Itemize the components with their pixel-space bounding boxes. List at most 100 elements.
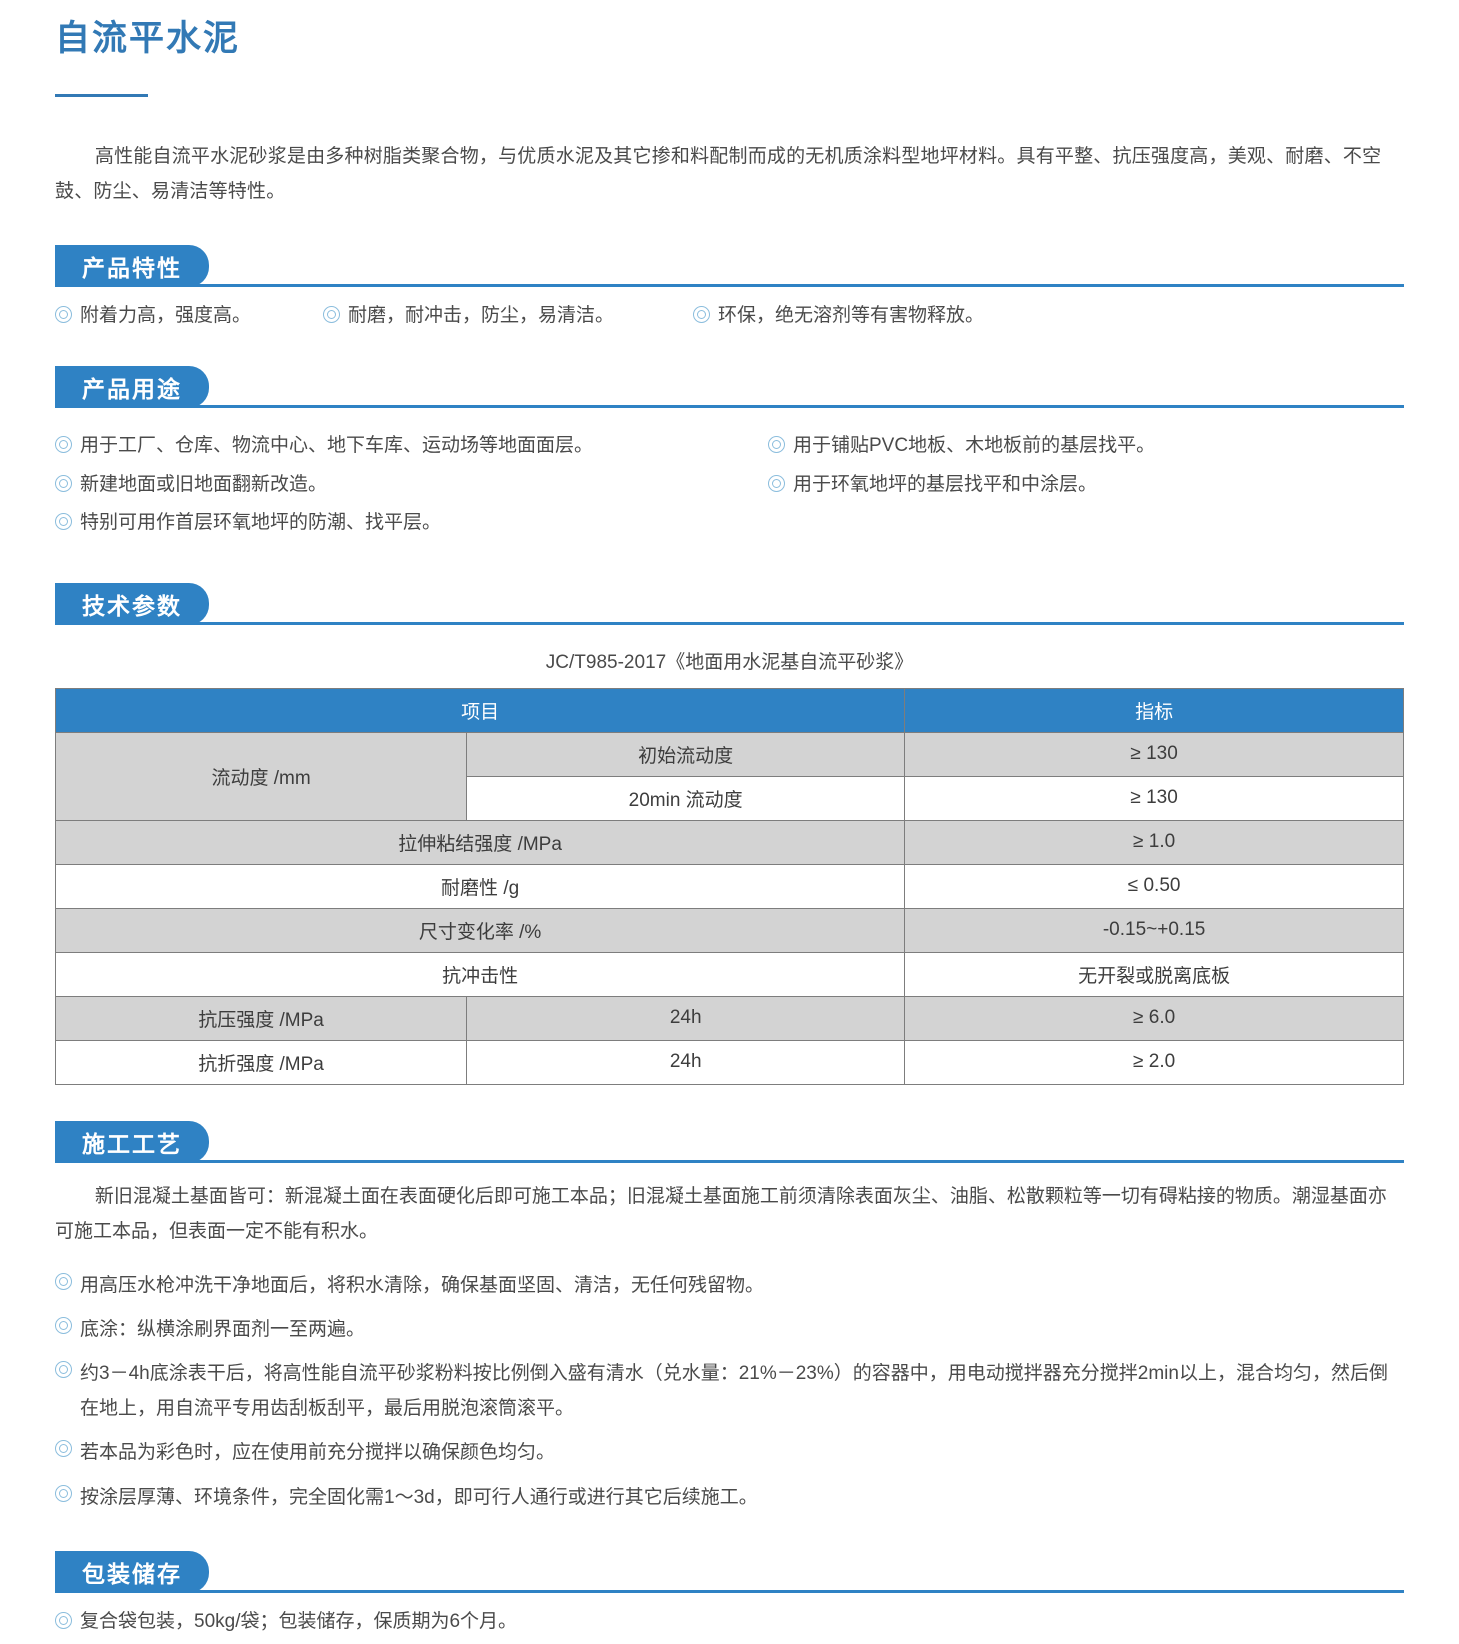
table-cell-value: ≥ 1.0 — [904, 819, 1404, 865]
process-steps-list: 用高压水枪冲洗干净地面后，将积水清除，确保基面坚固、清洁，无任何残留物。 底涂：… — [55, 1268, 1404, 1515]
table-cell-item: 尺寸变化率 /% — [54, 907, 906, 953]
double-circle-bullet-icon — [55, 1316, 72, 1334]
use-text: 用于工厂、仓库、物流中心、地下车库、运动场等地面面层。 — [80, 435, 594, 457]
spec-table: 项目 指标 流动度 /mm 初始流动度 ≥ 130 20min 流动度 ≥ 13… — [54, 687, 1404, 1085]
list-item: 新建地面或旧地面翻新改造。 — [55, 470, 755, 499]
process-step-text: 约3－4h底涂表干后，将高性能自流平砂浆粉料按比例倒入盛有清水（兑水量：21%－… — [80, 1363, 1388, 1420]
use-text: 特别可用作首层环氧地坪的防潮、找平层。 — [80, 512, 442, 534]
list-item: 按涂层厚薄、环境条件，完全固化需1～3d，即可行人通行或进行其它后续施工。 — [55, 1480, 1404, 1515]
table-row: 抗冲击性 无开裂或脱离底板 — [54, 951, 1404, 997]
uses-list: 用于工厂、仓库、物流中心、地下车库、运动场等地面面层。 新建地面或旧地面翻新改造… — [55, 422, 1404, 546]
uses-column-right: 用于铺贴PVC地板、木地板前的基层找平。 用于环氧地坪的基层找平和中涂层。 — [755, 422, 1404, 546]
table-cell-value: -0.15~+0.15 — [904, 907, 1404, 953]
list-item: 约3－4h底涂表干后，将高性能自流平砂浆粉料按比例倒入盛有清水（兑水量：21%－… — [55, 1356, 1404, 1426]
intro-paragraph: 高性能自流平水泥砂浆是由多种树脂类聚合物，与优质水泥及其它掺和料配制而成的无机质… — [55, 145, 1382, 202]
table-cell-sub: 初始流动度 — [466, 731, 906, 777]
table-cell-item: 耐磨性 /g — [54, 863, 906, 909]
list-item: 用于铺贴PVC地板、木地板前的基层找平。 — [768, 431, 1404, 460]
table-cell-value: ≥ 6.0 — [904, 995, 1404, 1041]
list-item: 用于环氧地坪的基层找平和中涂层。 — [768, 470, 1404, 499]
section-header-features: 产品特性 — [55, 244, 1404, 287]
table-header-item: 项目 — [54, 687, 906, 733]
table-cell-item: 抗冲击性 — [54, 951, 906, 997]
list-item: 用于工厂、仓库、物流中心、地下车库、运动场等地面面层。 — [55, 431, 755, 460]
table-row: 流动度 /mm 初始流动度 ≥ 130 — [54, 731, 1404, 821]
section-header-process: 施工工艺 — [55, 1120, 1404, 1163]
standard-reference-caption: JC/T985-2017《地面用水泥基自流平砂浆》 — [545, 651, 914, 673]
section-tab-label-tech: 技术参数 — [55, 582, 209, 625]
table-cell-item: 抗折强度 /MPa — [54, 1039, 468, 1085]
packaging-list: 复合袋包装，50kg/袋；包装储存，保质期为6个月。 — [55, 1607, 1404, 1636]
process-step-text: 底涂：纵横涂刷界面剂一至两遍。 — [80, 1318, 366, 1340]
double-circle-bullet-icon — [55, 1361, 72, 1379]
list-item: 用高压水枪冲洗干净地面后，将积水清除，确保基面坚固、清洁，无任何残留物。 — [55, 1268, 1404, 1303]
section-rule-tech — [55, 621, 1404, 625]
list-item: 附着力高，强度高。 — [55, 301, 323, 330]
section-technical-parameters: 技术参数 JC/T985-2017《地面用水泥基自流平砂浆》 项目 指标 流动度… — [54, 582, 1404, 1085]
double-circle-bullet-icon — [55, 305, 72, 323]
table-header-index: 指标 — [904, 687, 1404, 733]
table-row: 抗压强度 /MPa 24h ≥ 6.0 — [54, 995, 1404, 1041]
table-row: 抗折强度 /MPa 24h ≥ 2.0 — [54, 1039, 1404, 1085]
list-item: 复合袋包装，50kg/袋；包装储存，保质期为6个月。 — [55, 1607, 1404, 1636]
section-packaging-storage: 包装储存 复合袋包装，50kg/袋；包装储存，保质期为6个月。 — [55, 1550, 1404, 1636]
table-header-row: 项目 指标 — [54, 687, 1404, 733]
use-text: 用于铺贴PVC地板、木地板前的基层找平。 — [793, 435, 1156, 457]
list-item: 底涂：纵横涂刷界面剂一至两遍。 — [55, 1312, 1404, 1347]
title-underline-rule — [55, 93, 148, 97]
table-cell-item: 抗压强度 /MPa — [54, 995, 468, 1041]
uses-column-left: 用于工厂、仓库、物流中心、地下车库、运动场等地面面层。 新建地面或旧地面翻新改造… — [55, 422, 755, 546]
section-tab-label-packaging: 包装储存 — [55, 1550, 209, 1593]
table-cell-value: ≥ 2.0 — [904, 1039, 1404, 1085]
double-circle-bullet-icon — [55, 474, 72, 492]
table-cell-item: 流动度 /mm — [54, 731, 468, 821]
double-circle-bullet-icon — [693, 305, 710, 323]
double-circle-bullet-icon — [55, 1272, 72, 1290]
double-circle-bullet-icon — [55, 436, 72, 454]
section-tab-label-features: 产品特性 — [55, 244, 209, 287]
double-circle-bullet-icon — [768, 474, 785, 492]
table-row: 拉伸粘结强度 /MPa ≥ 1.0 — [54, 819, 1404, 865]
list-item: 若本品为彩色时，应在使用前充分搅拌以确保颜色均匀。 — [55, 1435, 1404, 1470]
section-header-packaging: 包装储存 — [55, 1550, 1404, 1593]
list-item: 特别可用作首层环氧地坪的防潮、找平层。 — [55, 508, 755, 537]
table-cell-sub: 20min 流动度 — [466, 775, 906, 821]
list-item: 耐磨，耐冲击，防尘，易清洁。 — [323, 301, 693, 330]
list-item: 环保，绝无溶剂等有害物释放。 — [693, 301, 984, 330]
table-row: 尺寸变化率 /% -0.15~+0.15 — [54, 907, 1404, 953]
table-row: 耐磨性 /g ≤ 0.50 — [54, 863, 1404, 909]
page-title: 自流平水泥 — [55, 19, 241, 58]
process-step-text: 用高压水枪冲洗干净地面后，将积水清除，确保基面坚固、清洁，无任何残留物。 — [80, 1274, 765, 1296]
section-product-uses: 产品用途 用于工厂、仓库、物流中心、地下车库、运动场等地面面层。 新建地面或旧地… — [55, 366, 1404, 546]
features-list: 附着力高，强度高。 耐磨，耐冲击，防尘，易清洁。 环保，绝无溶剂等有害物释放。 — [55, 301, 1404, 330]
double-circle-bullet-icon — [55, 1611, 72, 1629]
table-cell-value: ≤ 0.50 — [904, 863, 1404, 909]
table-cell-value: ≥ 130 — [904, 775, 1404, 821]
double-circle-bullet-icon — [55, 513, 72, 531]
section-header-tech: 技术参数 — [55, 582, 1404, 625]
table-row: 20min 流动度 ≥ 130 — [56, 775, 1404, 821]
use-text: 新建地面或旧地面翻新改造。 — [80, 473, 328, 495]
section-rule-packaging — [55, 1589, 1404, 1593]
double-circle-bullet-icon — [323, 305, 340, 323]
table-cell-sub: 24h — [466, 995, 906, 1041]
table-cell-item: 拉伸粘结强度 /MPa — [54, 819, 906, 865]
double-circle-bullet-icon — [55, 1440, 72, 1458]
table-cell-sub: 24h — [466, 1039, 906, 1085]
section-rule-uses — [55, 405, 1404, 409]
use-text: 用于环氧地坪的基层找平和中涂层。 — [793, 473, 1098, 495]
feature-text: 附着力高，强度高。 — [80, 304, 252, 326]
packaging-text: 复合袋包装，50kg/袋；包装储存，保质期为6个月。 — [80, 1610, 518, 1632]
table-cell-value: 无开裂或脱离底板 — [904, 951, 1404, 997]
feature-text: 耐磨，耐冲击，防尘，易清洁。 — [348, 304, 615, 326]
section-product-features: 产品特性 附着力高，强度高。 耐磨，耐冲击，防尘，易清洁。 环保，绝无溶剂等有害… — [55, 244, 1404, 330]
double-circle-bullet-icon — [55, 1484, 72, 1502]
section-rule-process — [55, 1159, 1404, 1163]
table-cell-value: ≥ 130 — [904, 731, 1404, 777]
section-tab-label-process: 施工工艺 — [55, 1120, 209, 1163]
process-paragraph: 新旧混凝土基面皆可：新混凝土面在表面硬化后即可施工本品；旧混凝土基面施工前须清除… — [55, 1185, 1387, 1242]
section-tab-label-uses: 产品用途 — [55, 366, 209, 409]
feature-text: 环保，绝无溶剂等有害物释放。 — [718, 304, 985, 326]
section-rule-features — [55, 283, 1404, 287]
